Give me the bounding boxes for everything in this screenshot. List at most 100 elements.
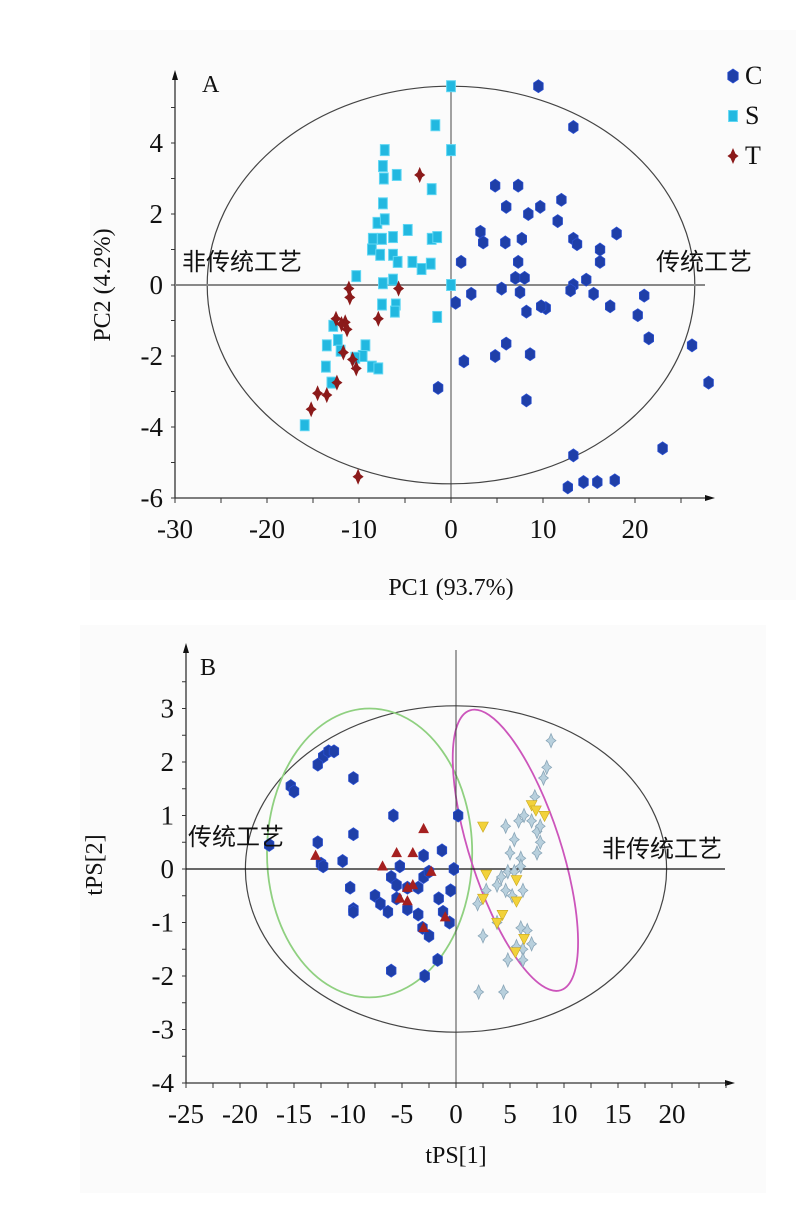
data-point	[263, 837, 275, 852]
data-point	[530, 805, 542, 817]
data-point	[439, 911, 451, 922]
annotation-left-a: 非传统工艺	[182, 248, 302, 276]
data-point	[328, 744, 340, 759]
data-point	[556, 192, 567, 207]
data-point	[537, 770, 550, 787]
data-point	[391, 168, 402, 181]
data-point	[373, 362, 384, 375]
data-point	[611, 226, 622, 241]
data-point	[414, 166, 426, 183]
data-point	[425, 865, 437, 876]
data-point	[534, 834, 546, 851]
data-point	[521, 304, 532, 319]
data-point	[423, 928, 435, 943]
data-point	[337, 344, 349, 361]
data-point	[366, 243, 377, 256]
y-axis-label-a: PC2 (4.2%)	[90, 228, 116, 341]
x-axis-arrow-icon	[725, 1080, 735, 1086]
data-point	[377, 298, 387, 311]
x-tick-label: -25	[168, 1099, 204, 1129]
data-point	[502, 951, 514, 968]
data-point	[500, 336, 512, 351]
data-point	[344, 289, 356, 306]
data-point	[571, 237, 583, 252]
data-point	[379, 144, 390, 157]
data-point	[497, 984, 510, 1001]
data-point	[510, 896, 523, 908]
data-point	[489, 178, 501, 193]
y-tick-label: 2	[150, 199, 164, 229]
data-point	[519, 270, 530, 285]
data-point	[500, 199, 512, 214]
data-point	[500, 882, 512, 899]
y-tick-label: 1	[161, 801, 175, 831]
data-point	[321, 387, 333, 404]
data-point	[477, 927, 489, 944]
data-point	[535, 299, 547, 314]
y-axis-arrow-icon	[172, 70, 178, 80]
data-point	[350, 360, 362, 377]
data-point	[517, 951, 529, 968]
data-point	[450, 295, 461, 310]
data-point	[288, 784, 300, 799]
y-tick-label: 2	[161, 747, 175, 777]
data-point	[643, 331, 654, 346]
data-point	[455, 254, 467, 269]
legend-star-icon	[727, 147, 739, 165]
data-point	[512, 178, 524, 193]
data-point	[392, 280, 405, 297]
data-point	[594, 254, 606, 269]
annotation-right-b: 非传统工艺	[602, 835, 722, 863]
data-point	[515, 919, 527, 936]
data-point	[513, 812, 525, 829]
data-point	[391, 878, 402, 893]
data-point	[500, 235, 511, 250]
legend-label-s: S	[745, 101, 759, 130]
data-point	[310, 849, 321, 860]
series-yellow-group	[477, 800, 551, 959]
data-point	[521, 393, 532, 408]
data-point	[388, 808, 399, 823]
chart-panel-a: -30 -20 -10 0 10 20 -6 -4 -2 0 2 4 A 非传统工艺 传统工艺 PC1…	[90, 30, 796, 601]
data-point	[489, 349, 501, 363]
panel-label-a: A	[202, 72, 220, 98]
confidence-ellipse	[266, 707, 474, 999]
data-point	[514, 285, 526, 300]
data-point	[407, 846, 419, 858]
data-point	[496, 281, 507, 296]
y-tick-label: -2	[152, 961, 175, 991]
data-point	[504, 844, 516, 861]
data-point	[418, 921, 429, 933]
x-axis-label-b: tPS[1]	[425, 1143, 486, 1169]
data-point	[515, 858, 527, 875]
series-s	[472, 732, 557, 1001]
panel-label-b: B	[200, 655, 216, 681]
legend-square-icon	[728, 110, 738, 122]
legend-label-c: C	[745, 61, 762, 90]
data-point	[496, 909, 509, 922]
data-point	[388, 231, 398, 244]
data-point	[552, 214, 563, 229]
data-point	[436, 843, 448, 858]
x-tick-label: 15	[605, 1099, 632, 1129]
y-tick-label: -3	[152, 1015, 175, 1045]
data-point	[312, 757, 323, 772]
data-point	[432, 380, 444, 395]
data-point	[432, 310, 443, 323]
data-point	[412, 907, 424, 922]
data-point	[526, 812, 538, 829]
data-point	[385, 963, 397, 978]
data-point	[523, 207, 534, 221]
data-point	[346, 351, 359, 368]
x-tick-label: -10	[341, 514, 377, 544]
data-point	[458, 354, 470, 369]
data-point	[592, 475, 603, 489]
data-point	[317, 859, 329, 874]
y-axis-arrow-icon	[183, 643, 189, 653]
data-point	[418, 822, 429, 834]
data-point	[588, 286, 599, 301]
data-point	[375, 248, 386, 261]
data-point	[392, 255, 403, 268]
data-point	[377, 860, 388, 871]
legend-marker-c	[727, 68, 739, 84]
